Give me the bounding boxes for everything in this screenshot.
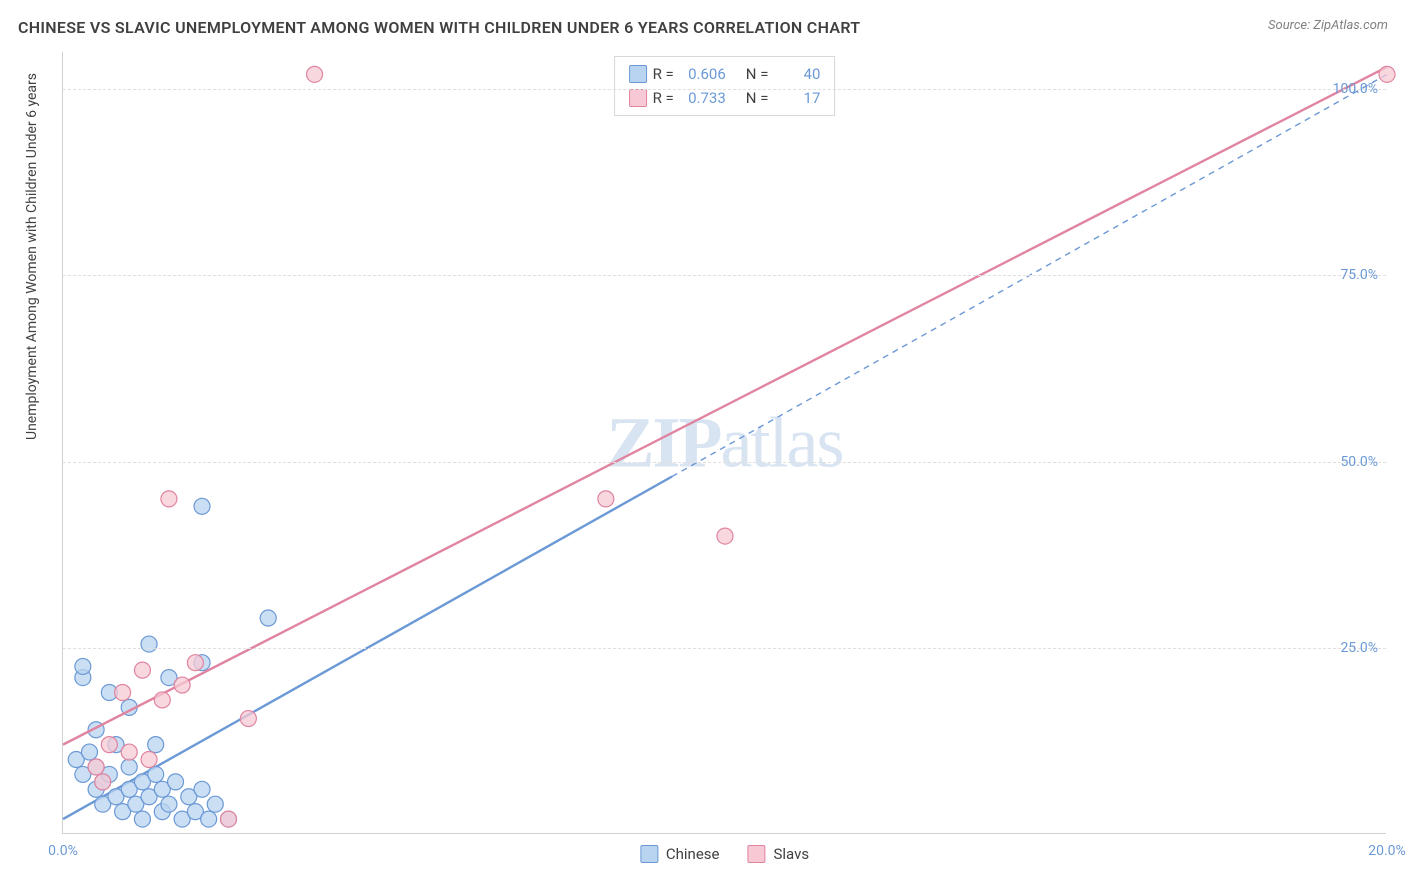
legend-series: Chinese Slavs <box>640 845 809 863</box>
slavs-point <box>717 528 733 544</box>
chinese-point <box>207 796 223 812</box>
slavs-point <box>307 66 323 82</box>
gridline <box>63 648 1386 649</box>
legend-row-chinese: R = 0.606 N =40 <box>629 62 821 86</box>
x-tick-label: 20.0% <box>1368 843 1406 859</box>
chinese-point <box>201 811 217 827</box>
chinese-point <box>194 781 210 797</box>
slavs-point <box>598 491 614 507</box>
gridline <box>63 275 1386 276</box>
chinese-swatch <box>629 65 647 83</box>
chinese-point <box>161 796 177 812</box>
chinese-point <box>148 766 164 782</box>
slavs-swatch <box>747 845 765 863</box>
slavs-point <box>95 774 111 790</box>
slavs-point <box>88 759 104 775</box>
slavs-point <box>115 684 131 700</box>
slavs-point <box>121 744 137 760</box>
slavs-point <box>101 737 117 753</box>
chinese-point <box>141 636 157 652</box>
chinese-point <box>194 498 210 514</box>
slavs-point <box>174 677 190 693</box>
slavs-swatch <box>629 89 647 107</box>
gridline <box>63 89 1386 90</box>
slavs-point <box>154 692 170 708</box>
x-tick-label: 0.0% <box>48 843 78 859</box>
chart-svg <box>63 52 1386 833</box>
legend-correlation: R =0.606N =40R =0.733N =17 <box>614 56 836 116</box>
source-attribution: Source: ZipAtlas.com <box>1268 18 1388 33</box>
y-tick-label: 100.0% <box>1333 81 1378 97</box>
chinese-n-value: 40 <box>774 62 820 86</box>
chinese-label: Chinese <box>666 845 720 863</box>
gridline <box>63 462 1386 463</box>
slavs-trendline <box>63 67 1387 745</box>
r-label: R = <box>653 62 674 86</box>
slavs-point <box>221 811 237 827</box>
chart-title: CHINESE VS SLAVIC UNEMPLOYMENT AMONG WOM… <box>18 18 860 37</box>
chinese-point <box>75 658 91 674</box>
slavs-label: Slavs <box>773 845 809 863</box>
y-tick-label: 75.0% <box>1340 267 1378 283</box>
chinese-point <box>168 774 184 790</box>
slavs-point <box>187 655 203 671</box>
chinese-swatch <box>640 845 658 863</box>
chinese-point <box>148 737 164 753</box>
slavs-point <box>240 711 256 727</box>
slavs-point <box>1379 66 1395 82</box>
chinese-point <box>260 610 276 626</box>
plot-area: ZIPatlas R =0.606N =40R =0.733N =17 Chin… <box>62 52 1386 834</box>
chinese-point <box>134 811 150 827</box>
slavs-point <box>134 662 150 678</box>
legend-item-slavs: Slavs <box>747 845 809 863</box>
chinese-point <box>121 759 137 775</box>
y-tick-label: 50.0% <box>1340 454 1378 470</box>
n-label: N = <box>746 62 769 86</box>
legend-item-chinese: Chinese <box>640 845 720 863</box>
y-axis-label: Unemployment Among Women with Children U… <box>24 73 40 440</box>
chinese-r-value: 0.606 <box>680 62 726 86</box>
slavs-point <box>141 752 157 768</box>
y-tick-label: 25.0% <box>1340 640 1378 656</box>
chinese-point <box>81 744 97 760</box>
slavs-point <box>161 491 177 507</box>
